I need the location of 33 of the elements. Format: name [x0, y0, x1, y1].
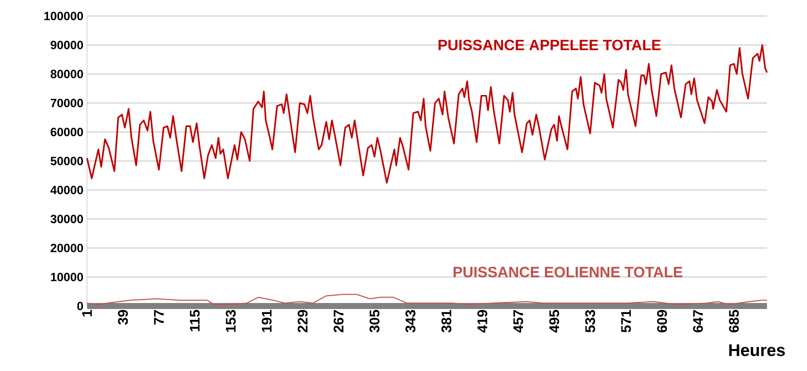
- y-tick-label: 70000: [50, 98, 83, 108]
- y-tick-label: 50000: [50, 156, 83, 166]
- x-tick-label: 39: [118, 310, 128, 325]
- x-tick-label: 1: [82, 310, 92, 316]
- x-tick-label: 685: [728, 310, 739, 332]
- x-tick-label: 191: [262, 310, 272, 332]
- y-tick-label: 100000: [44, 12, 83, 20]
- y-tick-label: 40000: [50, 186, 83, 194]
- x-tick-label: 609: [657, 310, 667, 332]
- y-tick-label: 90000: [50, 40, 83, 50]
- x-tick-label: 153: [226, 310, 236, 332]
- x-tick-label: 571: [621, 310, 631, 332]
- x-tick-label: 381: [441, 310, 452, 332]
- x-tick-label: 267: [334, 310, 344, 332]
- y-tick-label: 60000: [50, 128, 83, 136]
- y-tick-label: 0: [77, 302, 83, 310]
- series-label: PUISSANCE APPELEE TOTALE: [438, 40, 661, 50]
- x-tick-label: 229: [298, 310, 308, 332]
- x-tick-label: 343: [406, 310, 416, 332]
- x-tick-label: 77: [154, 310, 164, 324]
- y-tick-label: 10000: [50, 272, 83, 282]
- x-tick-label: 495: [549, 310, 560, 333]
- y-tick-label: 20000: [50, 244, 83, 252]
- y-tick-label: 80000: [50, 70, 83, 78]
- series-label: PUISSANCE EOLIENNE TOTALE: [454, 266, 682, 278]
- x-tick-label: 305: [370, 310, 380, 332]
- y-tick-label: 30000: [50, 214, 83, 224]
- x-tick-label: 419: [477, 310, 488, 333]
- x-axis-title: Heures: [729, 344, 785, 356]
- x-tick-label: 457: [513, 310, 524, 333]
- x-tick-label: 533: [585, 310, 596, 332]
- x-tick-label: 115: [190, 310, 200, 332]
- x-tick-label: 647: [693, 310, 703, 332]
